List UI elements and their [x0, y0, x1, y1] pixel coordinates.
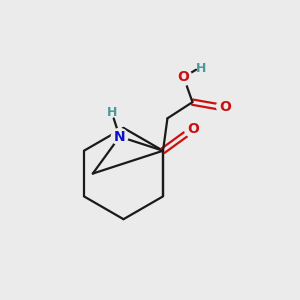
Text: H: H [196, 62, 206, 75]
Circle shape [184, 121, 201, 137]
Text: O: O [178, 70, 190, 84]
Text: O: O [187, 122, 199, 136]
Circle shape [176, 69, 192, 85]
Circle shape [217, 98, 233, 115]
Text: H: H [107, 106, 117, 119]
Circle shape [111, 128, 128, 145]
Text: O: O [219, 100, 231, 114]
Text: N: N [114, 130, 125, 144]
